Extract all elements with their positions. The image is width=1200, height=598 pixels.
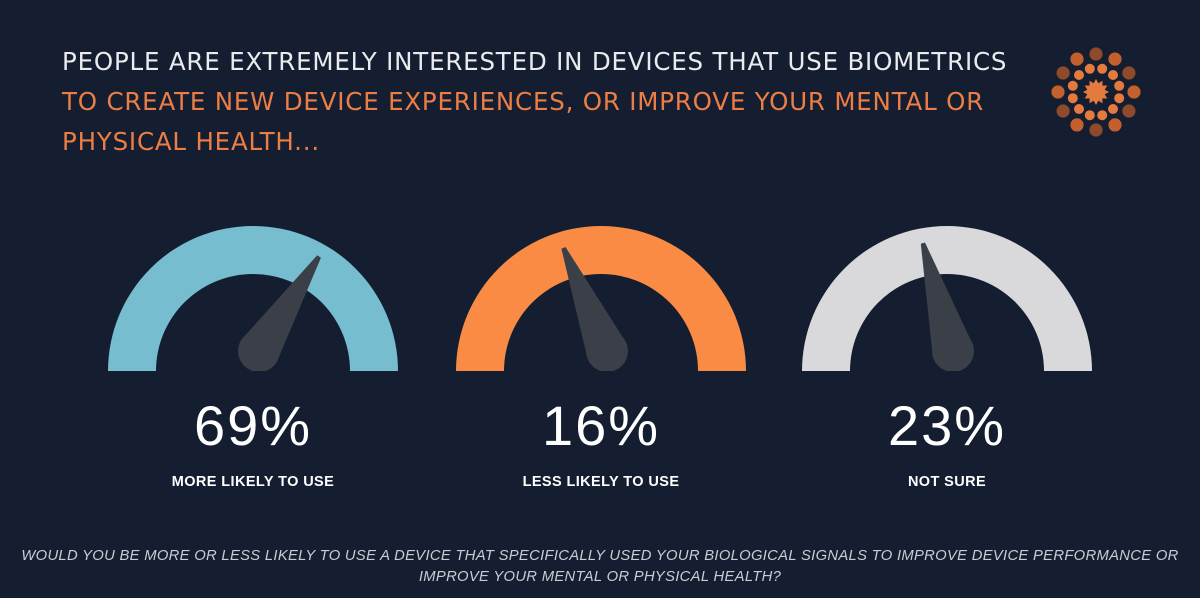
logo-outer-dot	[1056, 66, 1070, 80]
logo-outer-dot	[1108, 52, 1122, 66]
label-not-sure: NOT SURE	[907, 474, 987, 490]
logo-middle-dot	[1108, 70, 1118, 80]
logo-outer-dot	[1070, 52, 1084, 66]
gauge-more-likely	[108, 226, 398, 371]
logo-outer-dot	[1108, 118, 1122, 132]
logo-middle-dot	[1074, 104, 1084, 114]
gauge-arc	[456, 226, 746, 371]
gauge-arc	[802, 226, 1092, 371]
gauge-hub	[932, 330, 974, 371]
survey-question: WOULD YOU BE MORE OR LESS LIKELY TO USE …	[21, 548, 1179, 585]
label-more-likely: MORE LIKELY TO USE	[171, 474, 335, 490]
logo-outer-dot	[1122, 104, 1136, 118]
headline-accent: TO CREATE NEW DEVICE EXPERIENCES, OR IMP…	[62, 87, 985, 156]
logo-middle-dot	[1097, 63, 1108, 74]
logo-middle-dot	[1084, 63, 1095, 74]
sunburst-dots-icon	[1048, 44, 1144, 144]
gauge-needle	[920, 242, 974, 357]
logo-outer-dot	[1089, 47, 1103, 61]
logo-middle-dot	[1097, 110, 1108, 121]
logo-middle-dot	[1084, 110, 1095, 121]
logo-outer-dot	[1070, 118, 1084, 132]
logo-outer-dot	[1056, 104, 1070, 118]
logo-middle-dot	[1067, 80, 1078, 91]
percent-more-likely: 69%	[193, 394, 313, 457]
headline: PEOPLE ARE EXTREMELY INTERESTED IN DEVIC…	[62, 42, 1022, 162]
gauge-less-likely	[456, 226, 746, 371]
logo-outer-dot	[1089, 123, 1103, 137]
logo-outer-dot	[1051, 85, 1065, 99]
logo-middle-dot	[1114, 80, 1125, 91]
logo-middle-dot	[1074, 70, 1084, 80]
logo-outer-dot	[1127, 85, 1141, 99]
gauge-hub	[238, 330, 280, 371]
percent-not-sure: 23%	[887, 394, 1007, 457]
logo-middle-dot	[1067, 93, 1078, 104]
gauge-hub	[586, 330, 628, 371]
logo-middle-dot	[1108, 104, 1118, 114]
percent-less-likely: 16%	[541, 394, 661, 457]
gauge-not-sure	[802, 226, 1092, 371]
logo-center-gear	[1083, 79, 1109, 105]
headline-lead: PEOPLE ARE EXTREMELY INTERESTED IN DEVIC…	[62, 47, 1008, 76]
label-less-likely: LESS LIKELY TO USE	[522, 474, 680, 490]
gauge-arc	[108, 226, 398, 371]
logo-middle-dot	[1114, 93, 1125, 104]
logo-outer-dot	[1122, 66, 1136, 80]
